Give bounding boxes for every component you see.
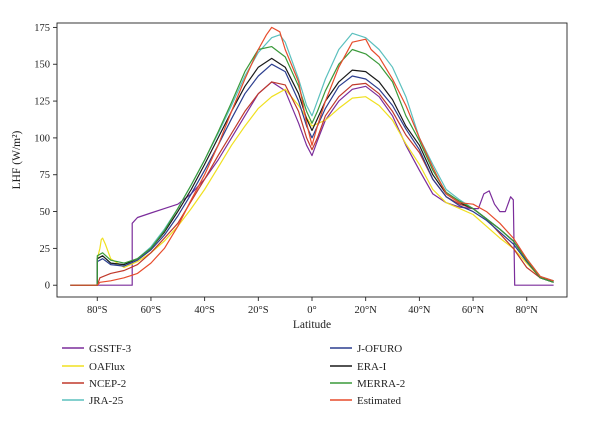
x-tick-label: 60°S: [141, 305, 162, 316]
y-axis-label: LHF (W/m²): [11, 130, 23, 189]
y-tick-label: 150: [34, 60, 50, 71]
legend-label: NCEP-2: [89, 378, 126, 390]
series-line-merra-2: [70, 45, 554, 286]
y-tick-label: 0: [45, 281, 50, 292]
y-tick-label: 50: [40, 207, 51, 218]
y-tick-label: 125: [34, 97, 50, 108]
legend: GSSTF-3 OAFlux NCEP-2 JRA-25 J-OFURO ERA-I MER…: [62, 343, 405, 407]
legend-label: J-OFURO: [357, 343, 402, 355]
x-axis-label: Latitude: [293, 319, 331, 331]
legend-label: GSSTF-3: [89, 343, 132, 355]
y-tick-label: 175: [34, 23, 50, 34]
y-tick-label: 100: [34, 133, 50, 144]
x-tick-label: 40°S: [194, 305, 215, 316]
legend-label: MERRA-2: [357, 378, 405, 390]
legend-label: ERA-I: [357, 361, 387, 373]
series-line-gsstf-3: [70, 81, 554, 286]
axis-ticks: 80°S 60°S 40°S 20°S 0° 20°N 40°N 60°N 80°N 0 25 50 7…: [34, 23, 538, 316]
legend-label: OAFlux: [89, 361, 126, 373]
x-tick-label: 20°N: [355, 305, 378, 316]
x-tick-label: 60°N: [462, 305, 485, 316]
legend-label: Estimated: [357, 395, 401, 407]
y-tick-label: 75: [40, 170, 51, 181]
x-tick-label: 80°N: [516, 305, 539, 316]
series-line-oaflux: [70, 88, 554, 286]
y-tick-label: 25: [40, 244, 51, 255]
x-tick-label: 40°N: [408, 305, 431, 316]
legend-label: JRA-25: [89, 395, 124, 407]
series-line-estimated: [70, 26, 554, 286]
series-lines: [70, 26, 554, 286]
x-tick-label: 80°S: [87, 305, 108, 316]
x-tick-label: 20°S: [248, 305, 269, 316]
x-tick-label: 0°: [307, 305, 316, 316]
